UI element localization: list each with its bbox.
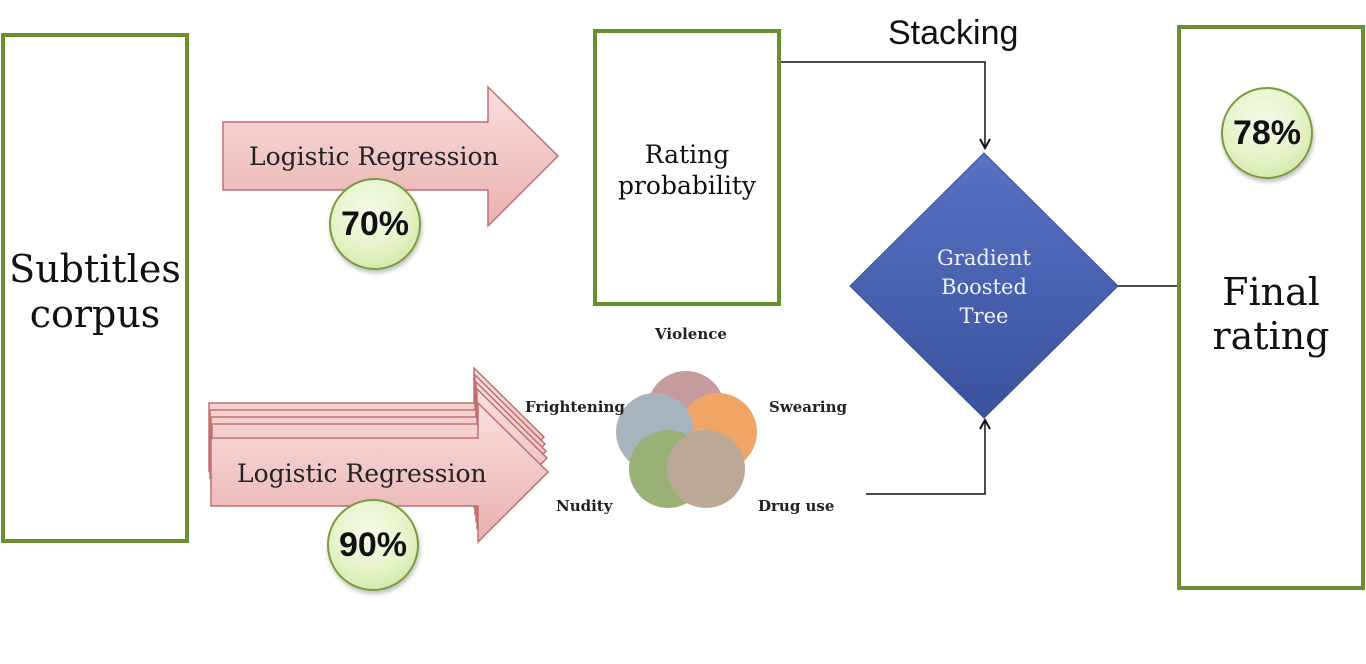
bottom-logistic-arrow-stack <box>208 366 550 544</box>
gbt-line1: Gradient <box>937 246 1031 270</box>
corpus-line2: corpus <box>29 292 161 336</box>
gbt-line3: Tree <box>959 304 1009 328</box>
top-logistic-arrow <box>222 85 560 228</box>
category-nudity: Nudity <box>556 497 613 515</box>
top-arrow-label: Logistic Regression <box>249 142 499 171</box>
final-accuracy-badge: 78% <box>1221 87 1313 179</box>
rating-probability-box: Rating probability <box>593 29 781 306</box>
venn-drug-use-circle <box>667 430 745 508</box>
bottom-accuracy-badge: 90% <box>327 499 419 591</box>
gbt-line2: Boosted <box>941 275 1027 299</box>
category-frightening: Frightening <box>525 398 625 416</box>
gbt-diamond <box>849 152 1119 419</box>
subtitles-corpus-box: Subtitles corpus <box>1 33 189 543</box>
final-rating-box: Final rating <box>1177 25 1365 590</box>
category-drug-use: Drug use <box>758 497 835 515</box>
category-violence: Violence <box>655 325 727 343</box>
rating-probability-line1: Rating <box>644 140 730 169</box>
category-swearing: Swearing <box>769 398 848 416</box>
stacking-label: Stacking <box>888 14 1019 52</box>
final-line2: rating <box>1212 314 1330 358</box>
categories-connector <box>866 420 985 495</box>
corpus-line1: Subtitles <box>9 247 181 291</box>
rating-probability-line2: probability <box>617 171 757 200</box>
stacking-connector <box>780 61 985 148</box>
top-accuracy-badge: 70% <box>329 178 421 270</box>
category-venn <box>616 371 757 508</box>
bottom-arrow-label: Logistic Regression <box>237 459 487 488</box>
gbt-label: Gradient Boosted Tree <box>904 244 1064 331</box>
final-line1: Final <box>1222 270 1320 314</box>
